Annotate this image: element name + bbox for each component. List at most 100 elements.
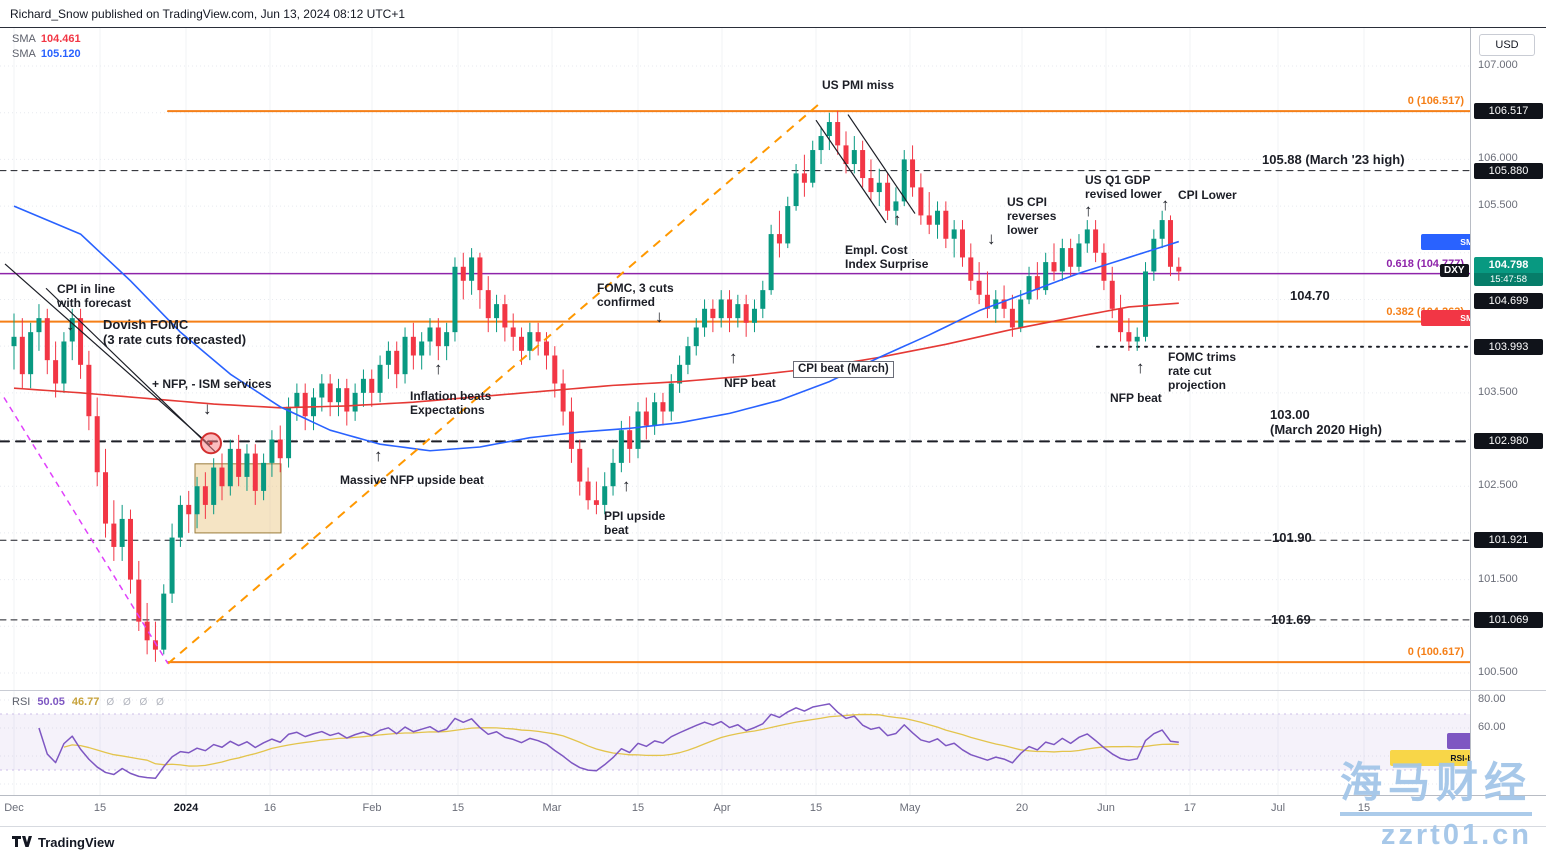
price-tick: 101.500: [1478, 573, 1518, 585]
chart-annotation[interactable]: 101.69: [1271, 612, 1311, 627]
watermark: 海马财经 zzrt01.cn: [1339, 749, 1532, 852]
chart-canvas[interactable]: [0, 28, 1470, 795]
rsi-legend[interactable]: RSI 50.05 46.77 Ø Ø Ø Ø: [12, 696, 167, 708]
chart-annotation[interactable]: FOMC trims rate cut projection: [1168, 350, 1237, 393]
chart-annotation[interactable]: CPI Lower: [1178, 188, 1237, 202]
pane-divider[interactable]: [0, 690, 1546, 691]
candle-body: [1001, 299, 1007, 309]
price-levels-layer[interactable]: [0, 110, 1470, 664]
candle-body: [19, 336, 25, 375]
chart-annotation[interactable]: Inflation beats Expectations: [410, 389, 492, 418]
time-axis[interactable]: Dec 15 2024 16 Feb 15 Mar 15 Apr 15 May 20 Jun 17 Jul 1…: [0, 795, 1546, 826]
rsi-label: RSI: [12, 696, 31, 708]
candle-body: [935, 210, 941, 225]
candle-body: [69, 318, 75, 342]
sma-slow-line[interactable]: [13, 205, 1180, 452]
candle-body: [86, 364, 92, 417]
time-tick: May: [899, 802, 921, 814]
tradingview-brand[interactable]: TradingView: [38, 834, 115, 850]
up-arrow-icon[interactable]: ↑: [893, 210, 902, 229]
candle-body: [910, 159, 916, 188]
candle-body: [702, 308, 708, 328]
candle-body: [427, 327, 433, 342]
sma-fast-legend[interactable]: SMA 104.461: [12, 33, 81, 45]
candle-body: [252, 453, 258, 491]
candle-body: [618, 430, 624, 463]
price-level-badge: 103.993: [1474, 339, 1543, 355]
candle-body: [1126, 332, 1132, 342]
rsi-line[interactable]: [38, 703, 1179, 780]
down-arrow-icon[interactable]: ↓: [203, 399, 212, 418]
candle-body: [727, 299, 733, 319]
chart-annotation[interactable]: NFP beat: [724, 376, 776, 390]
candle-body: [219, 467, 225, 487]
sma-slow-legend[interactable]: SMA 105.120: [12, 48, 81, 60]
chart-annotation[interactable]: PPI upside beat: [604, 509, 666, 538]
up-arrow-icon[interactable]: ↑: [434, 359, 443, 378]
candle-body: [103, 472, 109, 524]
currency-button[interactable]: USD: [1479, 34, 1535, 56]
price-level-badge: 101.069: [1474, 612, 1543, 628]
chart-annotation[interactable]: FOMC, 3 cuts confirmed: [597, 281, 674, 310]
price-level-badge: 102.980: [1474, 433, 1543, 449]
chart-annotation[interactable]: US PMI miss: [822, 78, 895, 92]
up-arrow-icon[interactable]: ↑: [1084, 201, 1093, 220]
chart-annotation[interactable]: + NFP, - ISM services: [152, 377, 272, 391]
trendline[interactable]: [815, 119, 887, 224]
price-axis[interactable]: USD 107.000 106.000 105.500 103.500 102.500 1…: [1470, 28, 1546, 795]
up-arrow-icon[interactable]: ↑: [729, 348, 738, 367]
candle-body: [444, 332, 450, 347]
moving-averages-layer[interactable]: [13, 205, 1180, 452]
sma-fast-line[interactable]: [13, 302, 1179, 409]
candle-body: [718, 299, 724, 319]
candle-body: [627, 430, 633, 449]
rsi-ma-line[interactable]: [63, 713, 1179, 767]
trendline[interactable]: [45, 287, 217, 454]
chart-annotation[interactable]: US CPI reverses lower: [1007, 195, 1057, 238]
rsi-value: 50.05: [37, 696, 65, 708]
trendlines-layer[interactable]: [3, 100, 916, 665]
chart-annotation[interactable]: 104.70: [1290, 288, 1330, 303]
up-arrow-icon[interactable]: ↑: [1136, 358, 1145, 377]
up-arrow-icon[interactable]: ↑: [374, 446, 383, 465]
chart-annotation[interactable]: Dovish FOMC (3 rate cuts forecasted): [103, 317, 247, 348]
candle-body: [1159, 220, 1165, 239]
chart-annotation[interactable]: Massive NFP upside beat: [340, 473, 484, 487]
chart-annotation[interactable]: NFP beat: [1110, 391, 1162, 405]
trendline[interactable]: [847, 114, 916, 214]
up-arrow-icon[interactable]: ↑: [622, 476, 631, 495]
chart-annotation[interactable]: 101.90: [1272, 530, 1312, 545]
candle-body: [635, 411, 641, 449]
trendline[interactable]: [3, 397, 169, 665]
trendline[interactable]: [4, 263, 211, 446]
candle-body: [519, 336, 525, 351]
rsi-layer[interactable]: [38, 703, 1179, 780]
candle-body: [28, 332, 34, 375]
tradingview-logo-icon[interactable]: [12, 835, 32, 849]
down-arrow-icon[interactable]: ↓: [655, 307, 664, 326]
chart-annotation[interactable]: CPI in line with forecast: [57, 282, 132, 311]
chart-annotation[interactable]: CPI beat (March): [793, 361, 894, 378]
candle-body: [502, 304, 508, 328]
time-tick: 2024: [173, 802, 199, 814]
candle-body: [602, 486, 608, 505]
up-arrow-icon[interactable]: ↑: [1161, 195, 1170, 214]
publisher-bar: Richard_Snow published on TradingView.co…: [0, 0, 1546, 28]
candle-body: [693, 327, 699, 347]
time-tick: Jun: [1097, 802, 1115, 814]
chart-annotation[interactable]: 103.00 (March 2020 High): [1270, 407, 1382, 438]
sma-slow-label: SMA: [12, 48, 36, 60]
chart-annotation[interactable]: 105.88 (March '23 high): [1262, 152, 1405, 167]
down-arrow-icon[interactable]: ↓: [66, 315, 75, 334]
candle-body: [1068, 248, 1074, 267]
rsi-tick: 60.00: [1478, 721, 1506, 733]
chart-annotation[interactable]: US Q1 GDP revised lower: [1085, 173, 1162, 202]
candle-body: [236, 448, 242, 477]
candle-body: [951, 229, 957, 239]
candle-body: [261, 462, 267, 491]
candle-body: [1143, 271, 1149, 337]
candle-body: [959, 229, 965, 258]
candle-body: [177, 504, 183, 538]
down-arrow-icon[interactable]: ↓: [987, 229, 996, 248]
chart-annotation[interactable]: Empl. Cost Index Surprise: [845, 243, 929, 272]
